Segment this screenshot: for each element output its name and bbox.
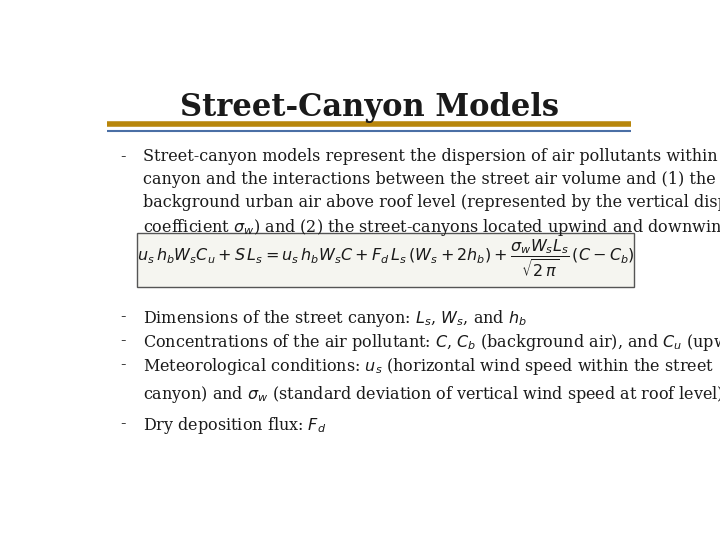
Text: -: - <box>121 332 126 349</box>
Text: Dry deposition flux: $F_d$: Dry deposition flux: $F_d$ <box>143 415 326 436</box>
Text: $u_s\, h_b W_s C_u + S\,L_s = u_s\, h_b W_s C + F_d\,L_s\,(W_s + 2h_b) + \dfrac{: $u_s\, h_b W_s C_u + S\,L_s = u_s\, h_b … <box>137 237 634 279</box>
Text: Concentrations of the air pollutant: $C$, $C_b$ (background air), and $C_u$ (upw: Concentrations of the air pollutant: $C$… <box>143 332 720 353</box>
FancyBboxPatch shape <box>138 233 634 287</box>
Text: Meteorological conditions: $u_s$ (horizontal wind speed within the street
canyon: Meteorological conditions: $u_s$ (horizo… <box>143 356 720 404</box>
Text: Dimensions of the street canyon: $L_s$, $W_s$, and $h_b$: Dimensions of the street canyon: $L_s$, … <box>143 308 527 329</box>
Text: -: - <box>121 415 126 432</box>
Text: -: - <box>121 308 126 325</box>
Text: Street-Canyon Models: Street-Canyon Models <box>179 92 559 123</box>
Text: -: - <box>121 148 126 165</box>
Text: -: - <box>121 356 126 373</box>
Text: Street-canyon models represent the dispersion of air pollutants within a street
: Street-canyon models represent the dispe… <box>143 148 720 238</box>
